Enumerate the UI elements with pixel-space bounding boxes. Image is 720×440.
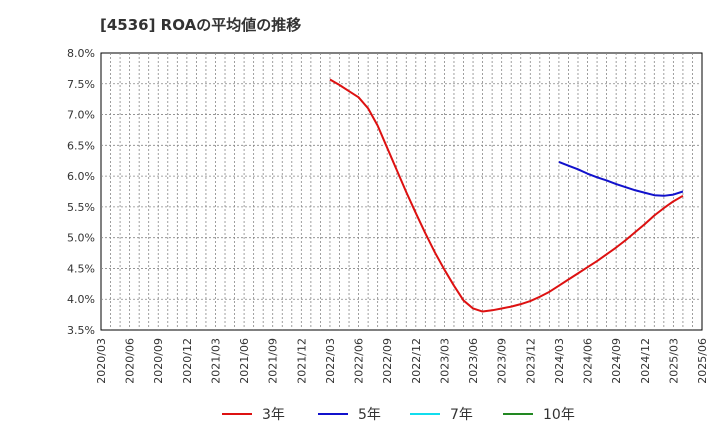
- legend-label: 5年: [358, 407, 381, 423]
- legend-swatch: [410, 413, 440, 415]
- x-tick-label: 2022/09: [381, 338, 394, 384]
- legend-label: 7年: [450, 407, 473, 423]
- legend-item: 10年: [503, 402, 575, 426]
- chart-title: [4536] ROAの平均値の推移: [100, 16, 302, 34]
- x-tick-label: 2024/03: [553, 338, 566, 384]
- legend-item: 7年: [410, 402, 473, 426]
- x-tick-label: 2021/06: [238, 338, 251, 384]
- legend-label: 3年: [262, 407, 285, 423]
- x-tick-label: 2024/06: [582, 338, 595, 384]
- x-tick-label: 2022/03: [324, 338, 337, 384]
- series-line-5年: [558, 161, 684, 197]
- x-tick-label: 2025/03: [667, 338, 680, 384]
- legend-swatch: [222, 413, 252, 415]
- x-tick-label: 2023/03: [438, 338, 451, 384]
- legend-swatch: [318, 413, 348, 415]
- y-tick-label: 8.0%: [67, 47, 95, 60]
- x-tick-label: 2023/09: [496, 338, 509, 384]
- x-tick-label: 2021/09: [267, 338, 280, 384]
- y-tick-label: 6.5%: [67, 139, 95, 152]
- y-tick-label: 4.5%: [67, 262, 95, 275]
- x-tick-label: 2021/12: [295, 338, 308, 384]
- legend-item: 5年: [318, 402, 381, 426]
- y-tick-label: 7.0%: [67, 109, 95, 122]
- y-tick-label: 6.0%: [67, 170, 95, 183]
- x-tick-label: 2022/12: [410, 338, 423, 384]
- plot-area: [100, 52, 703, 331]
- x-tick-label: 2022/06: [353, 338, 366, 384]
- x-tick-label: 2023/12: [524, 338, 537, 384]
- legend: 3年 5年 7年 10年: [0, 402, 720, 426]
- x-tick-label: 2020/03: [95, 338, 108, 384]
- y-tick-label: 3.5%: [67, 324, 95, 337]
- y-tick-label: 5.0%: [67, 232, 95, 245]
- legend-label: 10年: [543, 407, 575, 423]
- y-tick-label: 4.0%: [67, 293, 95, 306]
- x-tick-label: 2020/09: [152, 338, 165, 384]
- x-tick-label: 2020/12: [181, 338, 194, 384]
- y-tick-label: 5.5%: [67, 201, 95, 214]
- x-tick-label: 2025/06: [696, 338, 709, 384]
- line-chart: 8.0% 7.5% 7.0% 6.5% 6.0% 5.5% 5.0% 4.5% 4.0% 3.5%…: [67, 47, 709, 384]
- x-tick-label: 2021/03: [209, 338, 222, 384]
- x-tick-label: 2020/06: [124, 338, 137, 384]
- x-tick-label: 2023/06: [467, 338, 480, 384]
- legend-swatch: [503, 413, 533, 415]
- legend-item: 3年: [222, 402, 285, 426]
- series-line-3年: [329, 78, 684, 313]
- x-tick-label: 2024/09: [610, 338, 623, 384]
- y-tick-label: 7.5%: [67, 78, 95, 91]
- x-tick-label: 2024/12: [639, 338, 652, 384]
